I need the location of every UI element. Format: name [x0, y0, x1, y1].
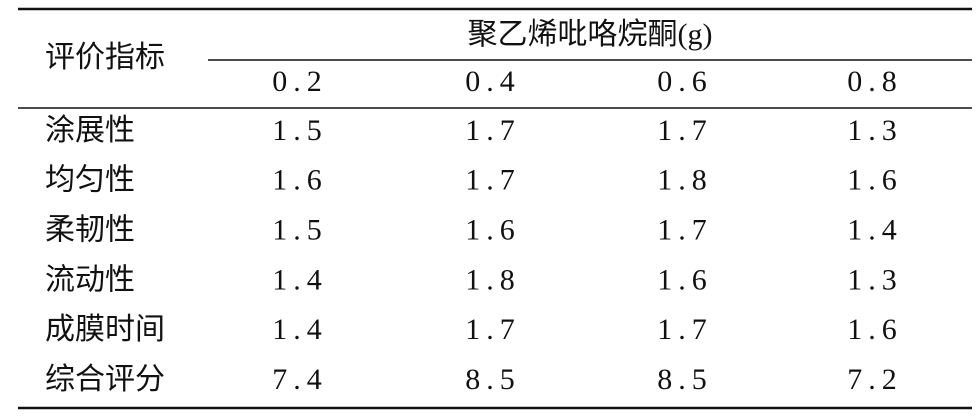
- cell: 1.7: [657, 114, 713, 147]
- column-header: 0.2: [272, 65, 328, 98]
- cell: 1.8: [657, 164, 713, 197]
- cell: 1.3: [847, 114, 903, 147]
- cell: 1.8: [465, 263, 521, 296]
- cell: 1.7: [465, 313, 521, 346]
- cell: 1.6: [847, 164, 903, 197]
- column-header: 0.4: [465, 65, 521, 98]
- cell: 1.5: [272, 213, 328, 246]
- cell: 1.6: [465, 213, 521, 246]
- row-label: 均匀性: [45, 164, 135, 197]
- cell: 1.6: [272, 164, 328, 197]
- cell: 1.7: [465, 114, 521, 147]
- row-label: 成膜时间: [45, 313, 165, 346]
- row-label: 流动性: [45, 263, 135, 296]
- cell: 1.7: [657, 213, 713, 246]
- row-header: 评价指标: [45, 41, 165, 74]
- column-header: 0.8: [847, 65, 903, 98]
- cell: 1.5: [272, 114, 328, 147]
- cell: 8.5: [465, 363, 521, 396]
- row-label: 涂展性: [45, 114, 135, 147]
- cell: 8.5: [657, 363, 713, 396]
- cell: 1.4: [272, 313, 328, 346]
- cell: 1.4: [272, 263, 328, 296]
- cell: 7.4: [272, 363, 328, 396]
- group-header: 聚乙烯吡咯烷酮(g): [468, 18, 713, 51]
- cell: 1.6: [657, 263, 713, 296]
- cell: 1.4: [847, 213, 903, 246]
- cell: 1.3: [847, 263, 903, 296]
- cell: 1.7: [657, 313, 713, 346]
- row-label: 综合评分: [45, 363, 165, 396]
- cell: 1.7: [465, 164, 521, 197]
- cell: 1.6: [847, 313, 903, 346]
- cell: 7.2: [847, 363, 903, 396]
- column-header: 0.6: [657, 65, 713, 98]
- row-label: 柔韧性: [45, 213, 135, 246]
